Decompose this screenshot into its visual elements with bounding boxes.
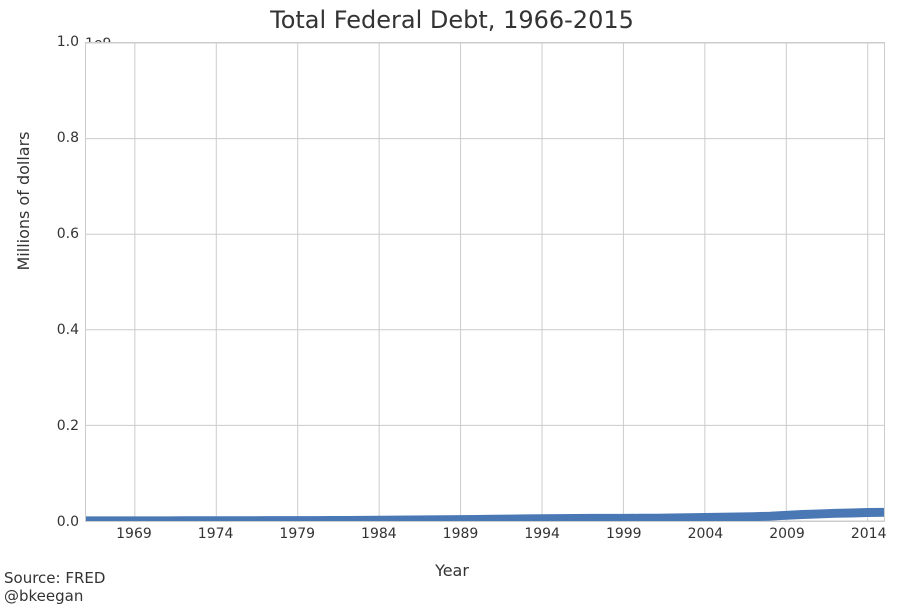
- debt-chart: Total Federal Debt, 1966-2015 1e9 Millio…: [0, 0, 904, 610]
- x-tick-label: 1969: [116, 526, 152, 542]
- y-axis-label: Millions of dollars: [14, 132, 33, 271]
- footer-handle: @bkeegan: [4, 587, 83, 605]
- debt-series-line: [86, 512, 884, 521]
- y-tick-label: 1.0: [19, 34, 79, 50]
- y-tick-label: 0.8: [19, 130, 79, 146]
- source-footer: Source: FRED @bkeegan: [4, 569, 105, 607]
- y-tick-label: 0.0: [19, 514, 79, 530]
- x-tick-label: 1974: [198, 526, 234, 542]
- y-tick-label: 0.4: [19, 322, 79, 338]
- x-axis-label: Year: [0, 561, 904, 580]
- plot-area: [85, 42, 885, 522]
- x-tick-label: 1989: [443, 526, 479, 542]
- x-tick-label: 1984: [361, 526, 397, 542]
- y-tick-label: 0.2: [19, 418, 79, 434]
- y-tick-label: 0.6: [19, 226, 79, 242]
- x-tick-label: 1979: [279, 526, 315, 542]
- footer-source: Source: FRED: [4, 569, 105, 587]
- series-layer: [86, 43, 884, 521]
- x-tick-label: 2009: [769, 526, 805, 542]
- chart-title: Total Federal Debt, 1966-2015: [0, 6, 904, 34]
- x-tick-label: 1994: [524, 526, 560, 542]
- x-tick-label: 1999: [606, 526, 642, 542]
- x-tick-label: 2014: [851, 526, 887, 542]
- x-tick-label: 2004: [688, 526, 724, 542]
